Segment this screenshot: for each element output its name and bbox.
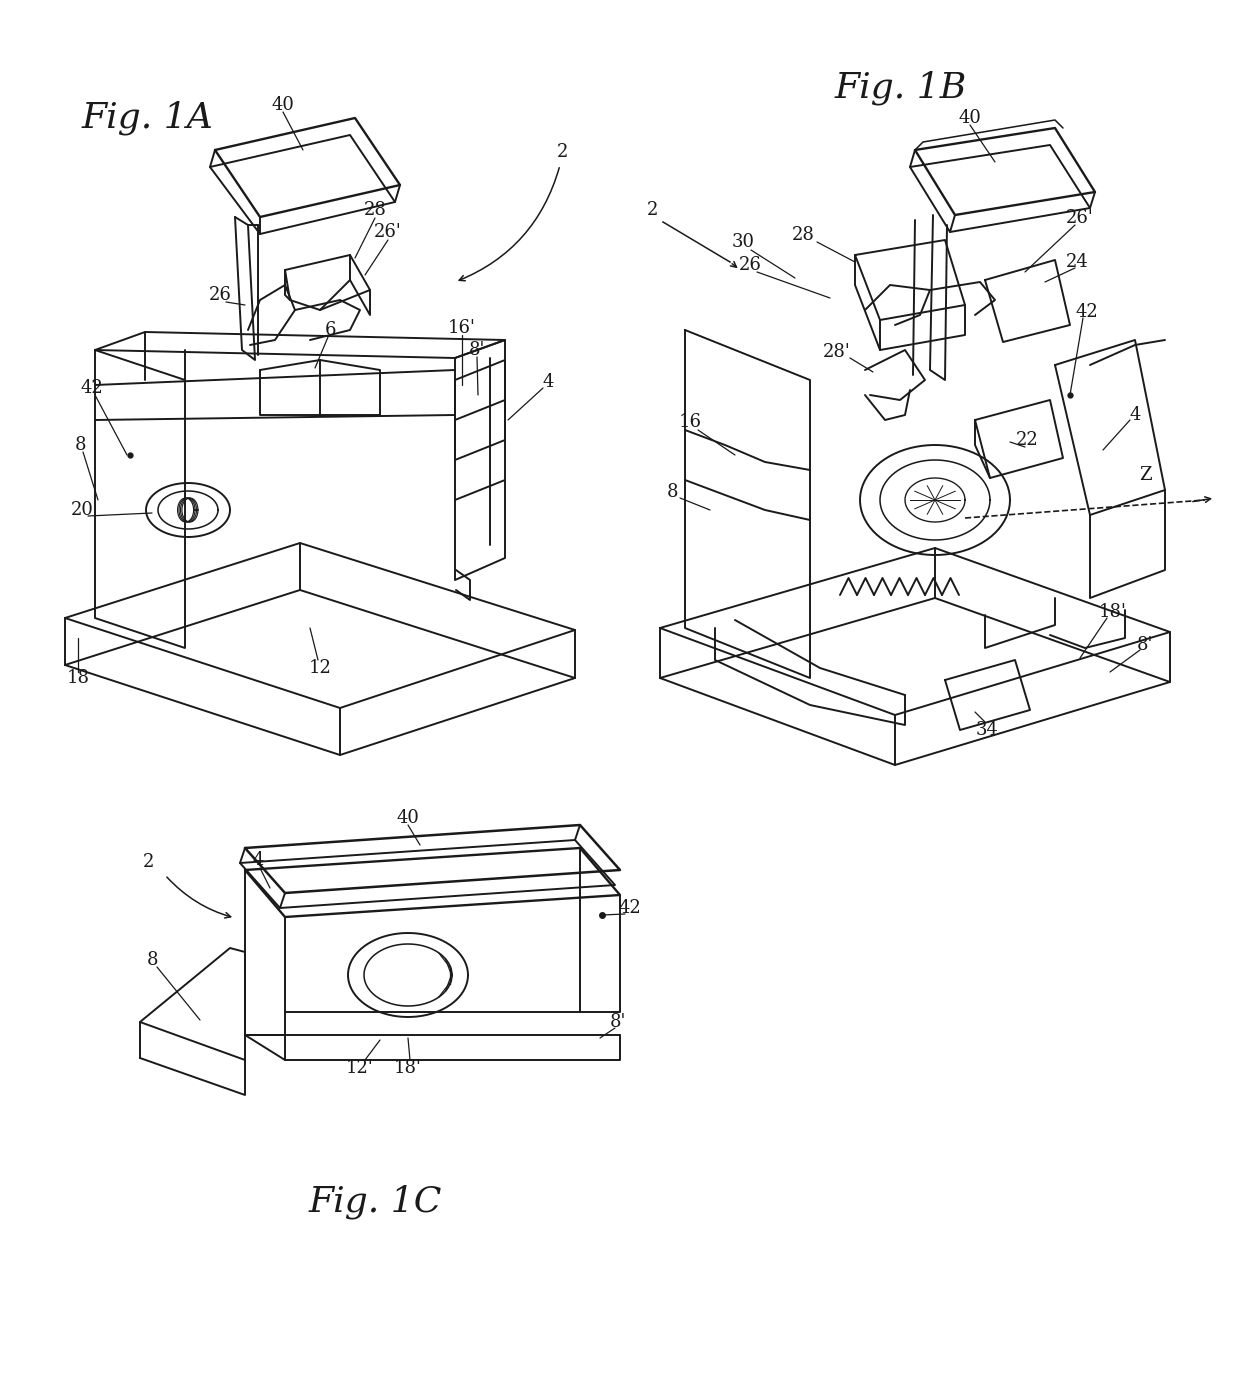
Text: 8': 8' <box>469 341 485 359</box>
Text: 26: 26 <box>739 255 761 274</box>
Text: Fig. 1B: Fig. 1B <box>835 71 967 105</box>
Text: 12: 12 <box>309 659 331 677</box>
Text: 4: 4 <box>252 852 264 868</box>
Text: 4: 4 <box>1130 406 1141 424</box>
Text: 28: 28 <box>363 201 387 219</box>
Text: 24: 24 <box>1065 253 1089 271</box>
Text: 2: 2 <box>557 142 569 161</box>
Text: 2: 2 <box>143 853 154 871</box>
Text: 18: 18 <box>67 669 89 687</box>
Text: 40: 40 <box>959 109 981 127</box>
Text: 8: 8 <box>74 436 86 454</box>
Text: 8: 8 <box>146 951 157 969</box>
Text: 42: 42 <box>1075 303 1099 321</box>
Text: 8': 8' <box>1137 637 1153 653</box>
Text: 40: 40 <box>397 810 419 826</box>
Text: 16: 16 <box>678 413 702 431</box>
Text: 42: 42 <box>619 899 641 917</box>
Text: 42: 42 <box>81 378 103 396</box>
Text: 34: 34 <box>976 720 998 738</box>
Text: 8: 8 <box>667 483 678 501</box>
Text: 28': 28' <box>823 343 851 362</box>
Text: Z: Z <box>1138 466 1151 484</box>
Text: 18': 18' <box>394 1060 422 1076</box>
Text: 30: 30 <box>732 233 754 251</box>
Text: 40: 40 <box>272 96 294 114</box>
Text: 2: 2 <box>647 201 658 219</box>
Text: 12': 12' <box>346 1060 374 1076</box>
Text: 4: 4 <box>542 373 554 391</box>
Text: 16': 16' <box>448 320 476 336</box>
Text: 26': 26' <box>374 223 402 242</box>
Text: 22: 22 <box>1016 431 1038 450</box>
Text: 6: 6 <box>324 321 336 339</box>
Text: 8': 8' <box>610 1013 626 1032</box>
Text: Fig. 1A: Fig. 1A <box>82 101 213 135</box>
Text: 18': 18' <box>1099 603 1127 621</box>
Text: 26': 26' <box>1066 209 1094 228</box>
Text: 28: 28 <box>791 226 815 244</box>
Text: Fig. 1C: Fig. 1C <box>309 1185 441 1219</box>
Text: 20: 20 <box>71 501 93 519</box>
Text: 26: 26 <box>208 286 232 304</box>
